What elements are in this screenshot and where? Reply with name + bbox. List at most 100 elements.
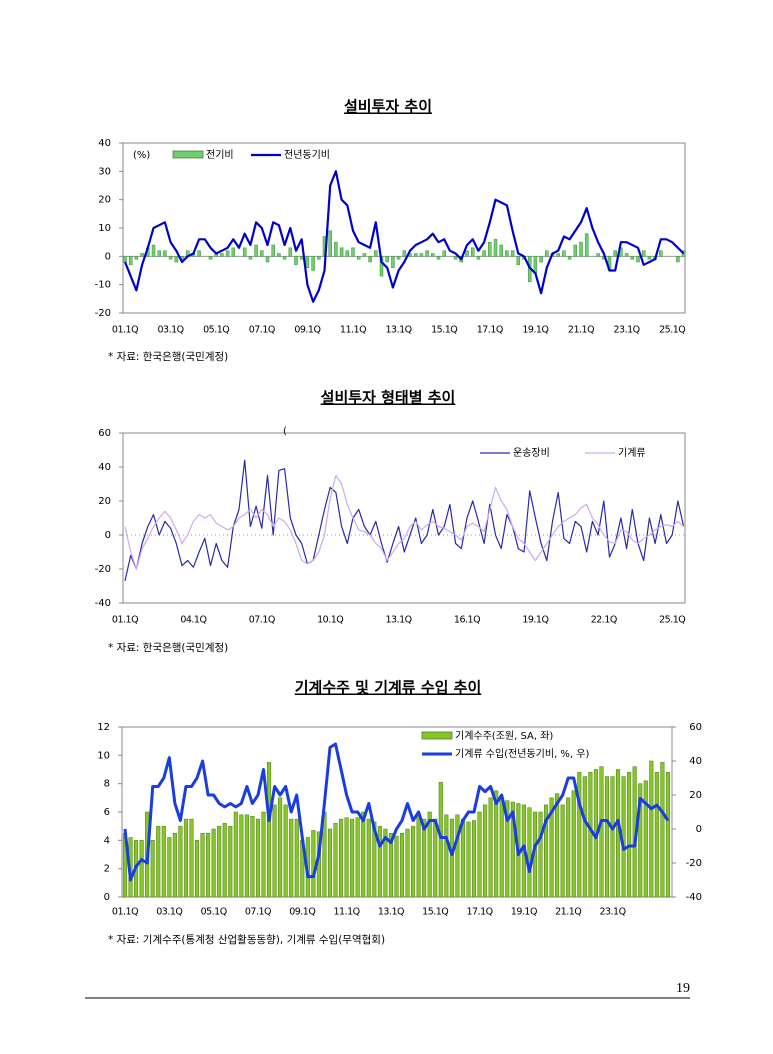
bar (488, 241, 492, 257)
bar (442, 250, 446, 257)
bar (505, 250, 509, 257)
bar (366, 818, 371, 898)
x-tick-label: 19.1Q (511, 907, 537, 918)
bar (545, 250, 549, 257)
bar (391, 256, 395, 268)
bar (647, 256, 652, 260)
bar (627, 772, 632, 898)
y2-tick-label: 20 (689, 790, 702, 801)
bar (624, 253, 629, 257)
y-tick-label: 4 (104, 835, 110, 846)
y-tick-label: -20 (95, 308, 111, 319)
bar (167, 837, 172, 898)
bar (339, 818, 344, 898)
source-note: * 자료: 한국은행(국민계정) (108, 642, 228, 654)
legend-swatch (172, 150, 204, 159)
bar (172, 833, 177, 898)
bar (339, 247, 344, 257)
x-tick-label: 23.1Q (614, 325, 640, 336)
bar (643, 780, 648, 898)
bar (613, 250, 617, 257)
bar (493, 239, 498, 257)
bar (156, 825, 161, 898)
series-line (123, 742, 670, 882)
x-tick-label: 13.1Q (386, 325, 412, 336)
bar (271, 244, 275, 257)
bar (599, 766, 604, 898)
x-tick-label: 03.1Q (158, 325, 184, 336)
bar (604, 776, 610, 898)
bar (294, 256, 298, 266)
bar (278, 797, 283, 898)
bar (388, 833, 393, 898)
bar (505, 800, 510, 898)
bar (254, 244, 258, 257)
bar (470, 247, 475, 257)
bar (183, 818, 188, 898)
x-tick-label: 16.1Q (454, 615, 480, 626)
bar (476, 256, 481, 260)
bar (361, 811, 366, 898)
x-tick-label: 09.1Q (294, 325, 320, 336)
chart-title: 설비투자 추이 (344, 98, 432, 116)
bar (317, 256, 321, 260)
bar (494, 790, 499, 898)
x-tick-label: 01.1Q (112, 325, 138, 336)
plot-frame (122, 142, 686, 314)
bar (488, 797, 493, 898)
bar (368, 256, 372, 263)
legend-label: 기계수주(조원, SA, 좌) (455, 730, 553, 742)
bar (283, 804, 288, 898)
annotation: ( (283, 426, 287, 437)
bar (239, 814, 244, 898)
bar (539, 256, 543, 263)
y-tick-label: 20 (98, 195, 111, 206)
bar (555, 793, 560, 898)
page-number: 19 (676, 981, 690, 996)
bar (289, 818, 294, 898)
bar (266, 762, 272, 898)
legend-label: 기계류 (618, 447, 646, 459)
plot-frame (122, 432, 686, 604)
bar (282, 256, 287, 260)
x-tick-label: 15.1Q (422, 907, 448, 918)
bar (659, 250, 663, 257)
bar (265, 256, 270, 263)
bar (334, 241, 338, 257)
bar (527, 807, 532, 898)
bar (549, 797, 554, 898)
x-tick-label: 23.1Q (599, 907, 625, 918)
bar (453, 256, 458, 260)
x-tick-label: 15.1Q (431, 325, 457, 336)
bar (396, 256, 401, 260)
bar (344, 817, 349, 898)
y-tick-label: 12 (97, 722, 110, 733)
bar (128, 256, 133, 266)
chart-title: 기계수주 및 기계류 수입 추이 (295, 679, 482, 697)
bar (288, 247, 293, 257)
bar (582, 776, 587, 898)
bar (466, 821, 471, 898)
y-tick-label: 2 (104, 864, 110, 875)
bar (638, 783, 643, 898)
y-tick-label: -20 (95, 564, 111, 575)
bar (294, 818, 299, 898)
y-tick-label: 40 (98, 138, 111, 149)
x-tick-label: 17.1Q (477, 325, 503, 336)
bar (220, 253, 224, 257)
bar (277, 253, 281, 257)
bar (460, 818, 465, 898)
bar (483, 804, 488, 898)
bar (477, 811, 482, 898)
bar (261, 811, 266, 898)
bar (250, 816, 255, 898)
bar (465, 250, 469, 257)
x-tick-label: 21.1Q (555, 907, 581, 918)
x-tick-label: 01.1Q (112, 615, 138, 626)
source-note: * 자료: 한국은행(국민계정) (108, 351, 228, 363)
legend-swatch (421, 731, 453, 740)
bar (161, 825, 166, 898)
bar (641, 250, 646, 257)
bar (311, 256, 315, 271)
x-tick-label: 22.1Q (591, 615, 617, 626)
